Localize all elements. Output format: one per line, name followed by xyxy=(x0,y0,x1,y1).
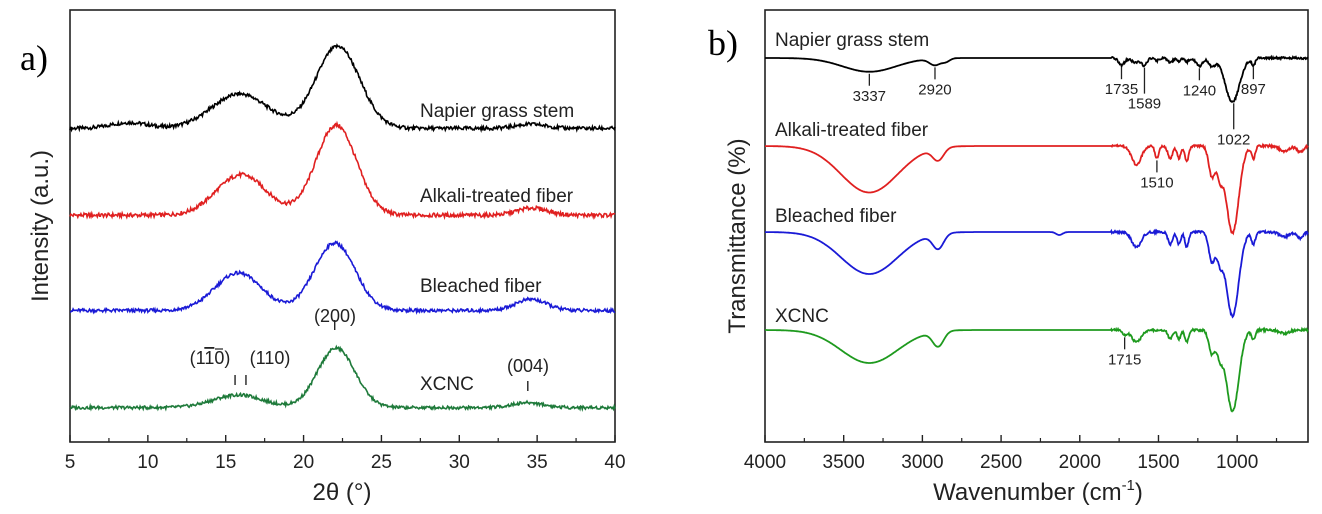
panel-b-y-axis-title: Transmittance (%) xyxy=(724,138,751,333)
panel-b-ftir: b) 4000 3500 3000 2500 2000 1500 1000 Napier g… xyxy=(708,9,1309,506)
b-peak-label: 1240 xyxy=(1183,82,1216,99)
b-series-label: Napier grass stem xyxy=(775,30,929,51)
b-series-line xyxy=(765,142,1309,236)
a-x-tick-label: 15 xyxy=(215,452,236,473)
a-series-line xyxy=(69,240,616,315)
panel-a-xrd: a) 5 10 15 20 25 30 35 40 Napier grass stem Alka… xyxy=(20,9,626,506)
panel-a-x-axis-title: 2θ (°) xyxy=(313,479,372,506)
b-peak-label: 897 xyxy=(1241,81,1266,98)
a-plane-label: (110) xyxy=(250,348,291,368)
panel-b-x-axis-title: Wavenumber (cm-1) xyxy=(933,477,1143,506)
a-series-line xyxy=(69,120,616,221)
b-series-line xyxy=(764,228,1309,319)
b-peak-label: 1715 xyxy=(1108,351,1141,368)
panel-b-series xyxy=(764,54,1309,413)
b-series-label: XCNC xyxy=(775,306,829,327)
a-x-tick-label: 30 xyxy=(449,452,470,473)
a-series-label: Alkali-treated fiber xyxy=(420,186,574,207)
a-x-tick-label: 35 xyxy=(527,452,548,473)
panel-a-frame xyxy=(69,9,616,443)
b-series-line xyxy=(765,326,1309,413)
a-series-line xyxy=(69,344,616,412)
panel-a-letter: a) xyxy=(20,38,48,78)
b-x-tick-label: 2500 xyxy=(980,452,1022,473)
b-peak-label: 1589 xyxy=(1128,96,1161,113)
b-peak-label: 3337 xyxy=(853,88,886,105)
b-peak-label: 2920 xyxy=(918,81,951,98)
panel-b-x-ticks: 4000 3500 3000 2500 2000 1500 1000 xyxy=(744,435,1278,473)
b-peak-label: 1735 xyxy=(1105,81,1138,98)
a-x-tick-label: 5 xyxy=(65,452,76,473)
panel-b-letter: b) xyxy=(708,23,738,63)
panel-a-series-labels: Napier grass stem Alkali-treated fiber Ble… xyxy=(420,101,574,395)
panel-a-x-ticks: 5 10 15 20 25 30 35 40 xyxy=(65,435,626,473)
a-series-label: Napier grass stem xyxy=(420,101,574,122)
a-x-tick-label: 10 xyxy=(137,452,158,473)
b-peak-label: 1510 xyxy=(1140,174,1173,191)
a-x-tick-label: 25 xyxy=(371,452,392,473)
panel-a-annotations: (200) (110) (004) (110) xyxy=(190,306,549,391)
a-plane-label: (200) xyxy=(314,306,356,326)
b-peak-label: 1022 xyxy=(1217,131,1250,148)
b-x-tick-label: 1500 xyxy=(1137,452,1179,473)
a-series-label: XCNC xyxy=(420,374,474,395)
b-series-label: Alkali-treated fiber xyxy=(775,120,929,141)
b-x-tick-label: 2000 xyxy=(1059,452,1101,473)
panel-a-series xyxy=(69,43,616,412)
a-series-label: Bleached fiber xyxy=(420,276,542,297)
a-x-tick-label: 20 xyxy=(293,452,314,473)
panel-b-frame xyxy=(764,9,1309,443)
b-x-tick-label: 4000 xyxy=(744,452,786,473)
panel-b-series-labels: Napier grass stem Alkali-treated fiber Ble… xyxy=(775,30,929,327)
b-x-tick-label: 3000 xyxy=(901,452,943,473)
a-x-tick-label: 40 xyxy=(604,452,625,473)
a-plane-label: (004) xyxy=(507,356,549,376)
b-series-label: Bleached fiber xyxy=(775,206,897,227)
b-x-tick-label: 1000 xyxy=(1216,452,1258,473)
a-plane-label-overbar: (110) xyxy=(190,348,231,368)
panel-a-y-axis-title: Intensity (a.u.) xyxy=(27,150,54,302)
b-x-tick-label: 3500 xyxy=(823,452,865,473)
b-series-line xyxy=(765,54,1309,104)
a-series-line xyxy=(69,43,616,134)
